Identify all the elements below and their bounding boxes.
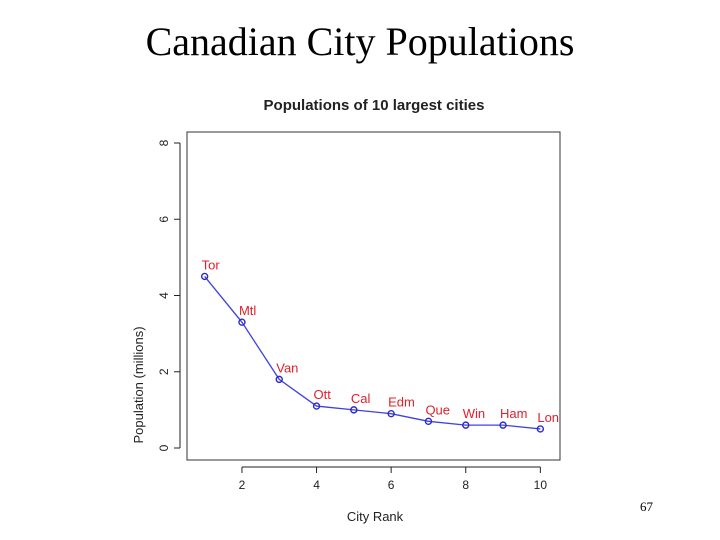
data-point xyxy=(424,417,433,426)
point-label: Lon xyxy=(537,410,559,425)
point-label: Mtl xyxy=(239,303,256,318)
x-tick-label: 4 xyxy=(313,478,320,492)
point-label: Tor xyxy=(202,257,221,272)
slide-title: Canadian City Populations xyxy=(145,19,575,64)
x-tick-label: 10 xyxy=(534,478,548,492)
x-axis-label: City Rank xyxy=(347,509,404,524)
x-tick-label: 6 xyxy=(388,478,395,492)
y-tick-label: 2 xyxy=(157,368,171,375)
point-label: Win xyxy=(463,406,485,421)
point-label: Van xyxy=(276,360,298,375)
plot-frame xyxy=(186,131,561,461)
x-tick-label: 2 xyxy=(239,478,246,492)
page-number: 67 xyxy=(640,499,653,514)
data-point xyxy=(387,409,395,418)
data-points xyxy=(200,272,545,433)
data-point xyxy=(238,318,246,326)
series-line xyxy=(204,276,541,430)
data-point xyxy=(350,406,358,414)
data-point xyxy=(462,421,470,429)
y-axis-label: Population (millions) xyxy=(131,326,146,443)
point-label: Ott xyxy=(314,387,332,402)
chart: Populations of 10 largest cities City Ra… xyxy=(131,97,561,524)
axes: 2 4 6 8 10 0 2 4 6 8 xyxy=(157,139,547,492)
y-tick-label: 6 xyxy=(157,216,171,223)
data-point xyxy=(499,421,507,429)
point-label: Edm xyxy=(388,395,415,410)
data-point xyxy=(312,402,321,410)
y-tick-label: 0 xyxy=(157,444,171,451)
point-label: Que xyxy=(425,402,450,417)
y-tick-label: 8 xyxy=(157,139,171,146)
data-point xyxy=(200,272,209,281)
point-label: Cal xyxy=(351,391,371,406)
chart-title: Populations of 10 largest cities xyxy=(264,97,485,114)
data-point xyxy=(275,375,283,384)
x-tick-label: 8 xyxy=(462,478,469,492)
point-labels: Tor Mtl Van Ott Cal Edm Que Win Ham Lon xyxy=(202,257,559,425)
y-tick-label: 4 xyxy=(157,292,171,299)
point-label: Ham xyxy=(500,406,527,421)
series-line-group xyxy=(204,276,541,430)
data-point xyxy=(536,425,545,433)
